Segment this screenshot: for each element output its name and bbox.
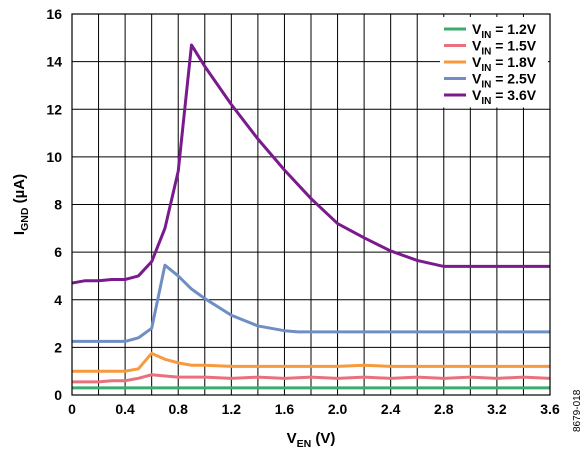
y-axis-title: IGND (µA) — [11, 174, 31, 235]
y-tick-label: 8 — [54, 197, 62, 213]
plot-frame — [71, 13, 551, 396]
x-tick-label: 0.8 — [168, 401, 188, 417]
series-line — [72, 263, 550, 343]
series-line — [71, 43, 550, 285]
figure-id: 8679-018 — [572, 389, 583, 432]
x-tick-label: 3.2 — [487, 401, 507, 417]
series-line — [72, 373, 551, 384]
y-tick-label: 2 — [54, 339, 62, 355]
y-tick-label: 14 — [46, 54, 62, 70]
series-line — [72, 351, 550, 373]
x-tick-label: 2.0 — [328, 401, 348, 417]
y-tick-label: 0 — [54, 387, 62, 403]
y-tick-label: 12 — [46, 101, 62, 117]
y-tick-label: 4 — [54, 292, 62, 308]
x-tick-label: 1.6 — [275, 401, 295, 417]
legend-label: VIN = 1.8V — [472, 54, 537, 74]
x-axis-title: VEN (V) — [287, 430, 336, 450]
x-tick-labels: 0 0.4 0.8 1.2 1.6 2.0 2.4 2.8 3.2 3.6 — [68, 401, 560, 417]
x-tick-label: 2.8 — [434, 401, 454, 417]
series-lines — [71, 43, 551, 390]
legend-label: VIN = 3.6V — [472, 87, 537, 107]
x-tick-label: 0 — [68, 401, 76, 417]
x-tick-label: 0.4 — [115, 401, 135, 417]
y-tick-label: 16 — [46, 6, 62, 22]
legend-label: VIN = 1.2V — [472, 21, 537, 41]
x-tick-label: 2.4 — [381, 401, 401, 417]
legend-label: VIN = 1.5V — [472, 38, 537, 58]
x-tick-label: 1.2 — [222, 401, 242, 417]
x-tick-label: 3.6 — [540, 401, 560, 417]
y-tick-label: 6 — [54, 244, 62, 260]
legend-label: VIN = 2.5V — [472, 71, 537, 91]
y-tick-labels: 0 2 4 6 8 10 12 14 16 — [46, 6, 62, 403]
y-tick-label: 10 — [46, 149, 62, 165]
